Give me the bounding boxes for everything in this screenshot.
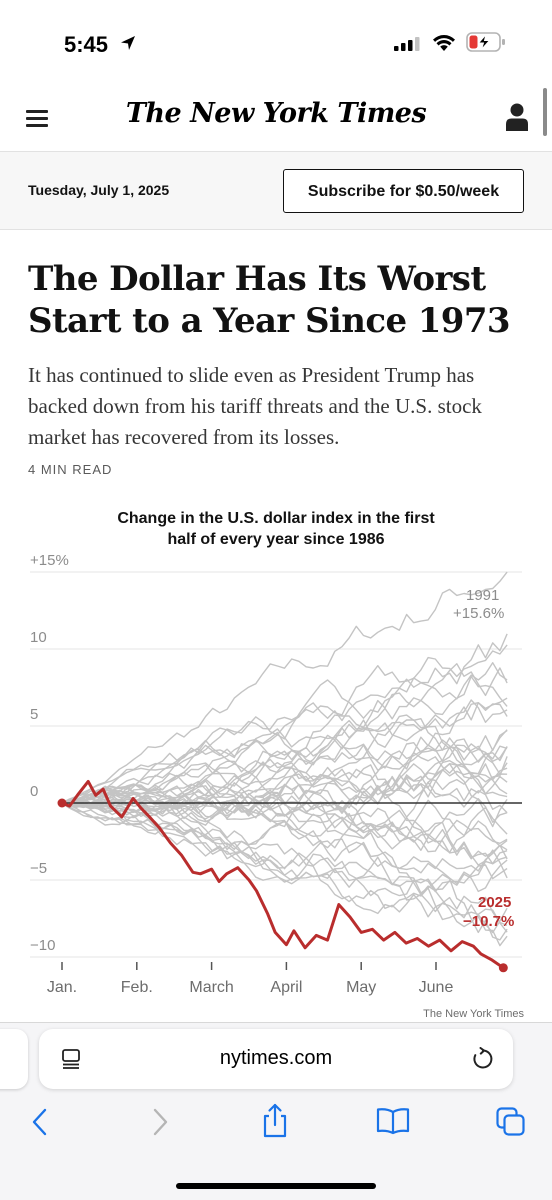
- background-year-line: [61, 697, 508, 804]
- y-tick-label: 5: [30, 706, 38, 723]
- background-year-line: [61, 791, 508, 854]
- background-year-line: [61, 662, 508, 804]
- url-text[interactable]: nytimes.com: [219, 1047, 333, 1069]
- site-header: The New York Times: [0, 80, 552, 152]
- bookmarks-icon[interactable]: [376, 1107, 410, 1135]
- background-year-line: [62, 802, 508, 885]
- background-year-line: [61, 802, 508, 934]
- edition-date: Tuesday, July 1, 2025: [28, 182, 170, 198]
- background-year-line: [61, 799, 508, 874]
- annotation-1991-year: 1991: [466, 587, 499, 604]
- location-arrow-icon: [121, 36, 135, 50]
- tabs-icon[interactable]: [496, 1107, 526, 1137]
- background-year-line: [61, 571, 508, 804]
- back-chevron-icon[interactable]: [30, 1107, 50, 1137]
- status-time: 5:45: [64, 32, 109, 57]
- y-tick-label: +15%: [30, 552, 69, 569]
- x-tick-label: April: [270, 979, 302, 996]
- background-year-line: [61, 802, 508, 926]
- y-tick-label: −5: [30, 860, 47, 877]
- cellular-signal-icon: [394, 37, 420, 51]
- article-summary: It has continued to slide even as Presid…: [28, 363, 482, 449]
- status-bar: 5:45: [0, 0, 552, 80]
- share-icon[interactable]: [260, 1103, 290, 1139]
- date-bar: Tuesday, July 1, 2025 Subscribe for $0.5…: [0, 152, 552, 230]
- read-time: 4 MIN READ: [28, 462, 113, 477]
- scroll-indicator: [543, 88, 547, 136]
- forward-chevron-icon[interactable]: [150, 1107, 170, 1137]
- subscribe-button[interactable]: Subscribe for $0.50/week: [283, 169, 524, 213]
- annotation-2025-value: −10.7%: [463, 913, 514, 930]
- account-icon[interactable]: [505, 102, 529, 132]
- chart-title: Change in the U.S. dollar index in the f…: [0, 508, 552, 550]
- wifi-icon: [433, 35, 455, 51]
- x-tick-label: Feb.: [121, 979, 153, 996]
- safari-bottom-bar: nytimes.com: [0, 1022, 552, 1200]
- battery-charging-icon: [466, 32, 505, 52]
- background-year-line: [61, 644, 508, 804]
- chart-credit: The New York Times: [423, 1008, 524, 1020]
- series-2025-line: [60, 779, 505, 970]
- y-tick-label: 10: [30, 629, 47, 646]
- nyt-logo[interactable]: The New York Times: [125, 98, 427, 129]
- chart-title-text: Change in the U.S. dollar index in the f…: [117, 510, 435, 548]
- background-year-line: [61, 802, 508, 941]
- series-2025-end-point: [498, 963, 508, 973]
- annotation-2025-year: 2025: [478, 894, 511, 911]
- dollar-index-chart: +15% 10 5 0 −5 −10 1991+15.6% 2025 −10.7% Jan. Feb…: [30, 552, 524, 1020]
- background-year-line: [61, 661, 508, 804]
- background-year-line: [61, 633, 508, 804]
- background-year-line: [61, 802, 508, 893]
- reload-icon[interactable]: [471, 1047, 495, 1071]
- x-tick-label: Jan.: [47, 979, 77, 996]
- y-tick-label: 0: [30, 783, 38, 800]
- series-2025-start-point: [57, 798, 67, 808]
- background-year-line: [61, 802, 508, 947]
- home-indicator: [176, 1183, 376, 1189]
- background-year-line: [61, 744, 508, 804]
- previous-tab-preview[interactable]: [0, 1029, 28, 1089]
- safari-toolbar: [0, 1103, 552, 1157]
- background-year-line: [61, 802, 508, 933]
- annotation-1991-value: +15.6%: [453, 605, 504, 622]
- reader-mode-icon[interactable]: [61, 1049, 83, 1069]
- address-bar[interactable]: nytimes.com: [39, 1029, 513, 1089]
- x-tick-label: June: [419, 979, 454, 996]
- y-tick-label: −10: [30, 937, 55, 954]
- hamburger-menu-icon[interactable]: [26, 110, 48, 127]
- x-tick-label: March: [189, 979, 233, 996]
- x-tick-label: May: [346, 979, 376, 996]
- article-headline: The Dollar Has Its Worst Start to a Year…: [28, 259, 511, 341]
